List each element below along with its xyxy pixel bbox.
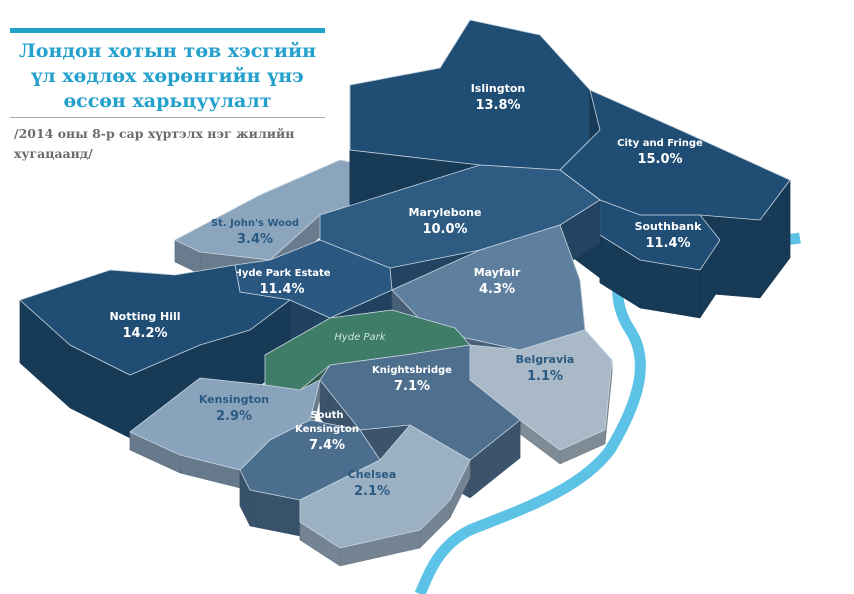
region-surface <box>299 424 471 549</box>
park-label: Hyde Park <box>334 332 386 343</box>
title-accent-rule <box>10 28 325 33</box>
region-value-label: 3.4% <box>237 232 273 247</box>
region-value-label: 11.4% <box>645 236 690 251</box>
region-southbank[interactable]: Southbank 11.4% <box>599 199 721 319</box>
region-value-label: 1.1% <box>527 369 563 384</box>
region-name-label: Kensington <box>295 424 359 435</box>
region-surface <box>349 19 601 171</box>
region-name-label: Southbank <box>635 220 703 233</box>
region-value-label: 4.3% <box>479 282 515 297</box>
region-value-label: 14.2% <box>122 326 167 341</box>
region-value-label: 7.4% <box>309 438 345 453</box>
title-block: Лондон хотын төв хэсгийн үл хөдлөх хөрөн… <box>10 28 325 164</box>
title-divider <box>10 117 325 118</box>
region-surface <box>19 264 291 376</box>
region-name-label: Notting Hill <box>109 310 180 323</box>
region-surface <box>319 344 521 461</box>
region-name-label: Hyde Park Estate <box>233 268 330 279</box>
region-value-label: 15.0% <box>637 152 682 167</box>
region-chelsea[interactable]: Chelsea 2.1% <box>299 424 471 567</box>
region-value-label: 11.4% <box>259 282 304 297</box>
region-value-label: 13.8% <box>475 98 520 113</box>
region-belgravia[interactable]: Belgravia 1.1% <box>469 329 613 465</box>
region-surface <box>129 377 321 471</box>
region-name-label: South <box>310 410 343 421</box>
region-name-label: City and Fringe <box>617 138 703 149</box>
region-name-label: St. John's Wood <box>211 218 299 229</box>
region-value-label: 7.1% <box>394 379 430 394</box>
region-name-label: Kensington <box>199 393 269 406</box>
map-subtitle: /2014 оны 8-р сар хүртэлх нэг жилийн хуг… <box>14 126 295 161</box>
region-name-label: Islington <box>471 82 526 95</box>
region-surface <box>599 199 721 271</box>
region-name-label: Mayfair <box>474 266 521 279</box>
region-value-label: 2.1% <box>354 484 390 499</box>
region-name-label: Knightsbridge <box>372 365 452 376</box>
region-name-label: Marylebone <box>409 206 482 219</box>
map-title: Лондон хотын төв хэсгийн үл хөдлөх хөрөн… <box>18 40 317 112</box>
region-name-label: Belgravia <box>516 353 575 366</box>
region-value-label: 2.9% <box>216 409 252 424</box>
region-name-label: Chelsea <box>348 468 397 481</box>
region-value-label: 10.0% <box>422 222 467 237</box>
